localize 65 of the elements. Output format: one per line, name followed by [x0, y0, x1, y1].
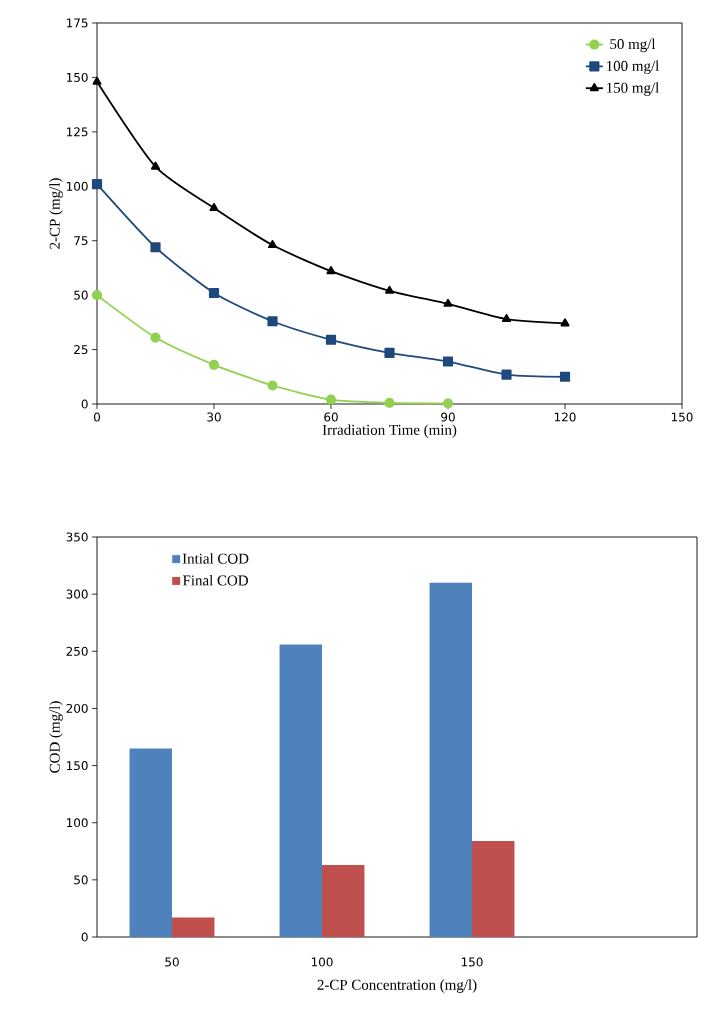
- point: [442, 356, 454, 367]
- legend-label: 150 mg/l: [607, 82, 659, 96]
- point: [559, 371, 571, 382]
- y-tick-label: 150: [66, 761, 88, 771]
- x-tick-label: 30: [207, 412, 221, 422]
- legend-label: Intial COD: [182, 553, 249, 564]
- point: [91, 290, 103, 301]
- y-tick-label: 150: [66, 72, 88, 82]
- y-tick-label: 350: [66, 532, 88, 542]
- point: [267, 239, 278, 249]
- x-axis-title: Irradiation Time (min): [322, 424, 457, 438]
- y-tick-label: 250: [66, 646, 88, 656]
- y-tick-label: 300: [66, 589, 88, 599]
- x-tick-label: 100: [311, 957, 333, 967]
- bar: [172, 917, 215, 937]
- y-tick-label: 75: [74, 236, 88, 246]
- bar: [129, 748, 172, 937]
- y-tick-label: 0: [81, 932, 88, 942]
- y-tick-label: 175: [66, 18, 88, 28]
- y-tick-label: 100: [66, 181, 88, 191]
- legend-label: 100 mg/l: [607, 60, 659, 75]
- bar: [322, 865, 365, 937]
- point: [209, 202, 219, 212]
- y-tick-label: 25: [74, 345, 88, 355]
- y-tick-label: 100: [66, 818, 88, 828]
- point: [91, 179, 103, 190]
- legend-label: Final COD: [183, 575, 248, 586]
- bar: [279, 644, 322, 937]
- y-tick-label: 200: [66, 703, 88, 713]
- point: [501, 369, 512, 380]
- y-tick-label: 50: [74, 290, 88, 300]
- point: [150, 332, 161, 343]
- point: [325, 394, 337, 405]
- point: [326, 266, 336, 275]
- x-tick-label: 50: [165, 957, 179, 967]
- point: [384, 397, 395, 408]
- point: [150, 161, 161, 170]
- point: [325, 334, 337, 345]
- point: [208, 359, 220, 370]
- y-axis-title: 2-CP (mg/l): [49, 178, 63, 249]
- x-tick-label: 150: [671, 412, 693, 422]
- bar: [472, 841, 515, 937]
- point: [150, 242, 161, 253]
- x-tick-label: 0: [93, 412, 101, 422]
- point: [442, 398, 454, 409]
- y-tick-label: 125: [66, 127, 88, 137]
- point: [267, 380, 278, 391]
- x-tick-label: 90: [441, 412, 455, 422]
- point: [443, 298, 453, 307]
- y-tick-label: 50: [74, 875, 88, 885]
- x-tick-label: 120: [554, 412, 576, 422]
- x-tick-label: 60: [324, 412, 338, 422]
- point: [384, 347, 395, 358]
- y-axis-title: COD (mg/l): [49, 701, 63, 773]
- bar: [429, 582, 472, 937]
- legend-label: 50 mg/l: [610, 38, 656, 53]
- point: [208, 287, 220, 299]
- x-axis-title: 2-CP Concentration (mg/l): [317, 979, 477, 993]
- point: [384, 285, 395, 294]
- y-tick-label: 0: [81, 399, 88, 409]
- x-tick-label: 150: [461, 957, 483, 967]
- point: [92, 76, 102, 85]
- point: [560, 318, 570, 327]
- point: [501, 314, 512, 323]
- point: [267, 316, 278, 327]
